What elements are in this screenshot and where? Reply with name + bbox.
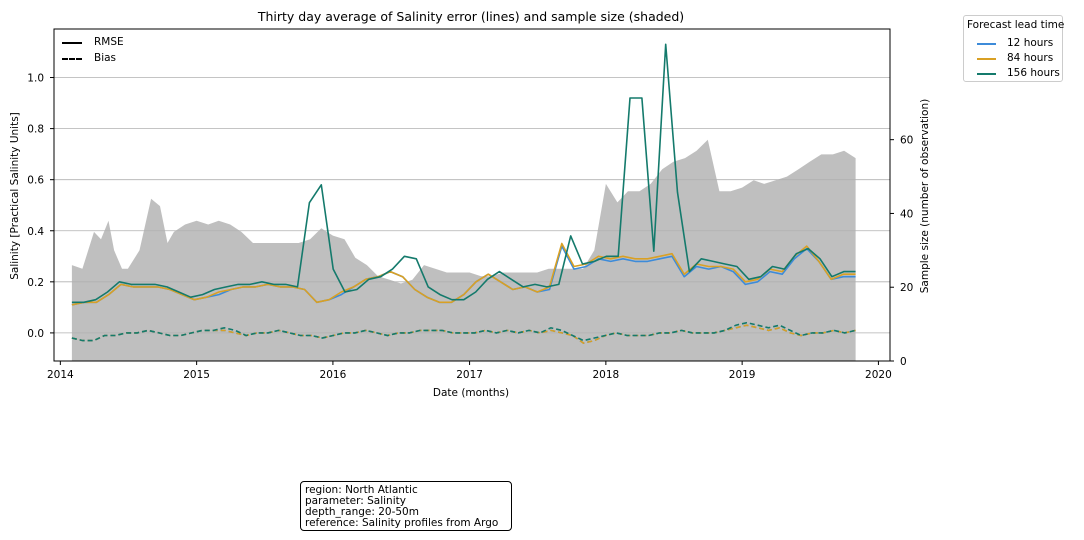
line-swatch bbox=[977, 43, 996, 45]
reference-text: reference: Salinity profiles from Argo bbox=[305, 517, 499, 529]
rmse-line-84-hours bbox=[71, 242, 856, 306]
legend-title: Forecast lead time bbox=[967, 19, 1065, 31]
y-tick-label: 0.6 bbox=[27, 175, 44, 187]
y-tick-label: 0.2 bbox=[27, 277, 44, 289]
error-type-legend: RMSE Bias bbox=[58, 33, 148, 69]
legend-label: 12 hours bbox=[1007, 37, 1054, 49]
y-axis-label: Salinity [Practical Salinity Units] bbox=[9, 112, 21, 280]
legend-label: 84 hours bbox=[1007, 52, 1054, 64]
legend-label: RMSE bbox=[94, 36, 124, 48]
y2-tick-label: 20 bbox=[900, 282, 913, 294]
x-tick-label: 2019 bbox=[729, 369, 756, 381]
x-tick-label: 2017 bbox=[456, 369, 483, 381]
rmse-line-156-hours bbox=[71, 43, 856, 304]
x-tick-label: 2016 bbox=[320, 369, 347, 381]
plot-frame bbox=[53, 28, 891, 362]
lead-time-legend: Forecast lead time 12 hours 84 hours 156… bbox=[963, 15, 1065, 82]
sample-size-area bbox=[71, 139, 856, 361]
x-tick-label: 2018 bbox=[592, 369, 619, 381]
depth-range-text: depth_range: 20-50m bbox=[305, 506, 419, 518]
x-tick-label: 2020 bbox=[865, 369, 892, 381]
x-axis-label: Date (months) bbox=[433, 387, 509, 399]
legend-label: 156 hours bbox=[1007, 67, 1060, 79]
region-text: region: North Atlantic bbox=[305, 484, 418, 496]
line-swatch bbox=[977, 58, 996, 60]
bias-line-156-hours bbox=[71, 321, 856, 342]
y2-tick-label: 0 bbox=[900, 356, 907, 368]
x-tick-label: 2014 bbox=[47, 369, 74, 381]
plot-area: 2014 2015 2016 2017 2018 2019 2020 0.0 0.2 0.4 0.6… bbox=[27, 28, 913, 381]
x-tick-label: 2015 bbox=[183, 369, 210, 381]
parameter-text: parameter: Salinity bbox=[305, 495, 406, 507]
line-swatch bbox=[977, 73, 996, 75]
y-tick-label: 0.8 bbox=[27, 124, 44, 136]
metadata-box: region: North Atlantic parameter: Salini… bbox=[300, 481, 512, 531]
y-tick-label: 1.0 bbox=[27, 73, 44, 85]
y2-tick-label: 40 bbox=[900, 208, 913, 220]
y-tick-label: 0.4 bbox=[27, 226, 44, 238]
chart-title: Thirty day average of Salinity error (li… bbox=[257, 9, 684, 24]
legend-label: Bias bbox=[94, 52, 117, 64]
dashed-line-swatch bbox=[62, 58, 82, 60]
bias-line-84-hours bbox=[71, 324, 856, 344]
y2-axis-label: Sample size (number of observation) bbox=[919, 99, 931, 293]
solid-line-swatch bbox=[62, 42, 82, 44]
y2-tick-label: 60 bbox=[900, 135, 913, 147]
y-tick-label: 0.0 bbox=[27, 328, 44, 340]
